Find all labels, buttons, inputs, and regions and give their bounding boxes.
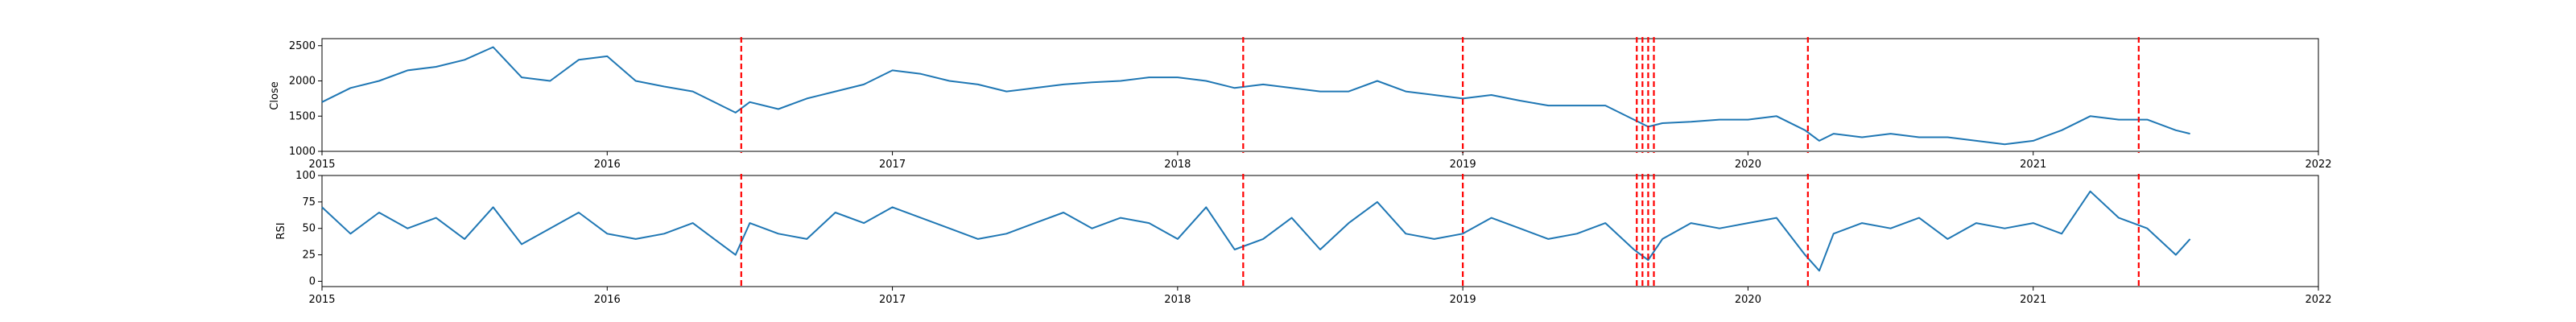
rsi-ytick-label-0: 0: [309, 275, 316, 287]
close-xtick-label-2015: 2015: [308, 159, 335, 171]
rsi-xtick-label-2018: 2018: [1164, 294, 1191, 306]
close-subplot: Close 2015 2016 2017 2018 2019 2020 2021 2022 10…: [269, 37, 2332, 171]
close-ylabel: Close: [269, 81, 281, 109]
close-xtick-label-2020: 2020: [1735, 159, 1761, 171]
close-xtick-label-2016: 2016: [594, 159, 621, 171]
close-ytick-label-1000: 1000: [289, 146, 316, 158]
rsi-subplot: RSI 2015 2016 2017 2018 2019 2020 2021 2022 0 25 5…: [275, 170, 2332, 306]
rsi-xtick-label-2019: 2019: [1450, 294, 1476, 306]
rsi-xtick-label-2022: 2022: [2305, 294, 2331, 306]
rsi-ylabel: RSI: [275, 222, 287, 239]
rsi-xtick-label-2021: 2021: [2020, 294, 2046, 306]
rsi-axes-frame: [321, 175, 2319, 287]
close-xtick-label-2017: 2017: [879, 159, 906, 171]
close-ytick-label-1500: 1500: [289, 110, 316, 122]
rsi-series-line: [321, 190, 2191, 272]
rsi-ytick-label-100: 100: [295, 170, 316, 182]
close-ytick-label-2000: 2000: [289, 76, 316, 88]
close-xtick-label-2022: 2022: [2305, 159, 2331, 171]
rsi-ytick-label-75: 75: [302, 196, 316, 208]
close-xtick-label-2019: 2019: [1450, 159, 1476, 171]
rsi-xtick-label-2016: 2016: [594, 294, 621, 306]
rsi-xtick-label-2017: 2017: [879, 294, 906, 306]
close-axes-frame: [321, 38, 2319, 152]
rsi-xtick-label-2020: 2020: [1735, 294, 1761, 306]
close-xtick-label-2021: 2021: [2020, 159, 2046, 171]
rsi-xtick-label-2015: 2015: [308, 294, 335, 306]
close-series-line: [321, 46, 2190, 146]
rsi-ytick-label-50: 50: [302, 223, 316, 235]
close-ytick-label-2500: 2500: [289, 40, 316, 52]
close-xtick-label-2018: 2018: [1164, 159, 1191, 171]
rsi-ytick-label-25: 25: [302, 250, 316, 262]
